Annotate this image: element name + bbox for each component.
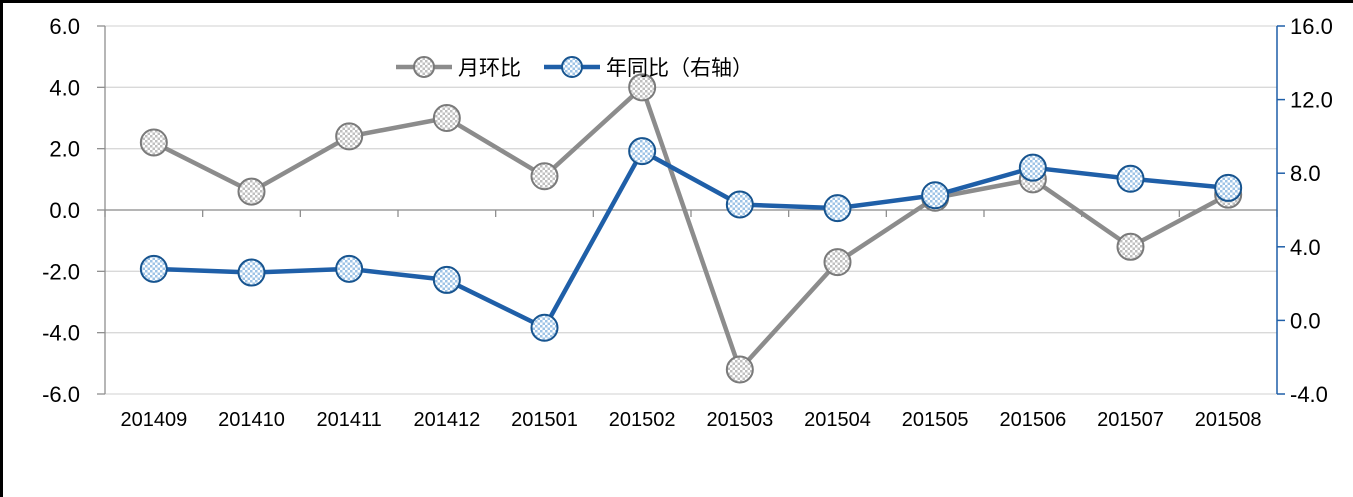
x-axis-tick-label: 201412	[413, 409, 480, 431]
x-axis-tick-label: 201508	[1195, 409, 1262, 431]
right-axis-tick-label: -4.0	[1290, 382, 1328, 407]
series-mom-marker	[725, 355, 754, 384]
series-yoy-marker	[1214, 173, 1243, 202]
series-yoy-marker	[725, 190, 754, 219]
left-axis-tick-label: -2.0	[42, 259, 80, 284]
left-axis-tick-label: -6.0	[42, 382, 80, 407]
series-yoy-marker	[530, 313, 559, 342]
right-axis-tick-label: 16.0	[1290, 14, 1333, 39]
series-mom-marker	[237, 177, 266, 206]
x-axis-tick-label: 201409	[120, 409, 187, 431]
right-axis-tick-label: 4.0	[1290, 235, 1321, 260]
window-border-top	[0, 0, 1353, 3]
series-mom-marker	[139, 128, 168, 157]
x-axis-tick-label: 201506	[999, 409, 1066, 431]
legend-item: 月环比	[396, 56, 521, 80]
x-axis-tick-label: 201507	[1097, 409, 1164, 431]
legend-marker-swatch	[561, 56, 583, 78]
right-axis-tick-label: 8.0	[1290, 161, 1321, 186]
x-axis-tick-label: 201505	[902, 409, 969, 431]
series-yoy-marker	[139, 254, 168, 283]
right-axis-tick-label: 12.0	[1290, 88, 1333, 113]
series-yoy-marker	[823, 194, 852, 223]
series-yoy-marker	[1018, 153, 1047, 182]
series-yoy-marker	[921, 181, 950, 210]
series-mom-marker	[432, 104, 461, 132]
x-axis-tick-label: 201504	[804, 409, 871, 431]
series-yoy-line	[153, 148, 1229, 331]
left-axis-tick-label: 4.0	[49, 75, 80, 100]
left-axis-tick-label: -4.0	[42, 321, 80, 346]
x-axis-tick-label: 201501	[511, 409, 578, 431]
window-border-left	[0, 0, 3, 497]
left-axis-tick-label: 0.0	[49, 198, 80, 223]
series-mom-marker	[335, 122, 364, 151]
legend: 月环比 年同比（右轴）	[396, 56, 753, 80]
series-mom-marker	[530, 162, 559, 191]
series-yoy-marker	[432, 265, 461, 294]
legend-item: 年同比（右轴）	[544, 56, 753, 80]
right-axis-tick-label: 0.0	[1290, 308, 1321, 333]
series-mom-line	[152, 85, 1230, 372]
legend-marker-swatch	[413, 56, 435, 78]
legend-label: 年同比（右轴）	[606, 57, 753, 80]
series-yoy-marker	[628, 137, 657, 166]
x-axis-tick-label: 201503	[706, 409, 773, 431]
left-axis-tick-label: 6.0	[49, 14, 80, 39]
series-mom-marker	[823, 248, 852, 277]
series-mom-marker	[628, 73, 657, 102]
x-axis-tick-label: 201410	[218, 409, 285, 431]
left-axis-tick-label: 2.0	[49, 137, 80, 162]
x-axis-tick-label: 201411	[317, 409, 382, 431]
series-mom-marker	[1116, 232, 1145, 261]
series-yoy-marker	[237, 258, 266, 287]
x-axis-tick-label: 201502	[609, 409, 676, 431]
legend-label: 月环比	[458, 57, 521, 80]
series-yoy-marker	[335, 254, 364, 283]
series-yoy-marker	[1116, 164, 1145, 193]
